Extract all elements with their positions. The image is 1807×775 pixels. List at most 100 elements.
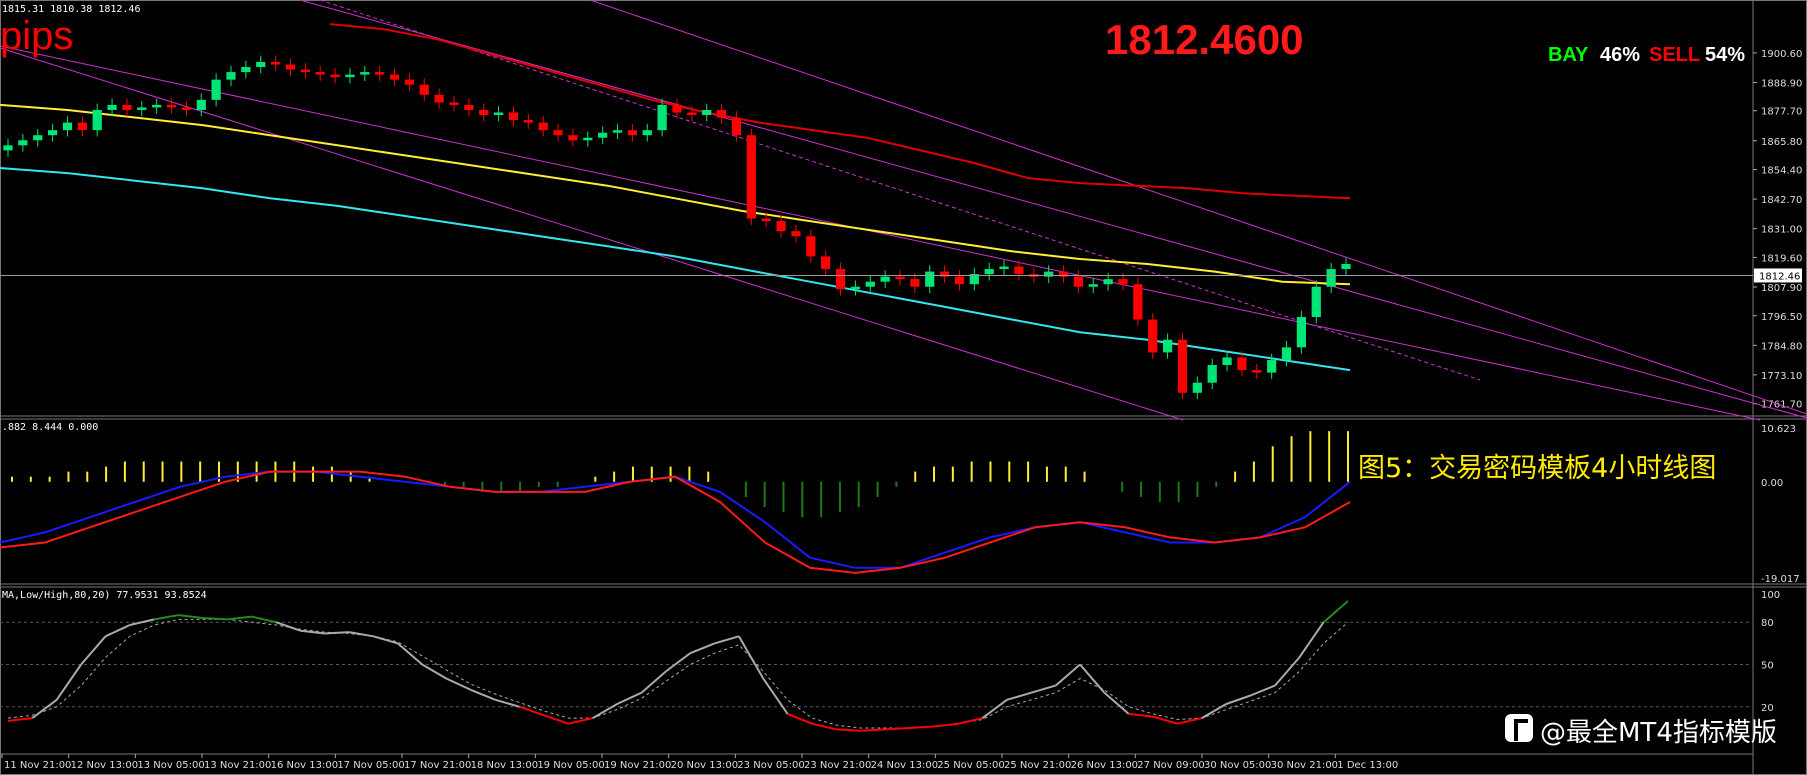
time-tick-label: 23 Nov 05:00	[737, 760, 804, 771]
stoch-main-segment	[1128, 712, 1154, 718]
candle-bear	[330, 74, 340, 78]
stoch-tick-label: 100	[1761, 590, 1780, 601]
stoch-main-segment	[1031, 684, 1056, 694]
candle-bear	[672, 104, 682, 113]
time-tick-label: 16 Nov 13:00	[271, 760, 338, 771]
candle-bear	[568, 135, 578, 141]
current-price-display: 1812.4600	[1105, 16, 1304, 63]
candle-bull	[345, 74, 355, 78]
time-tick-label: 27 Nov 09:00	[1137, 760, 1204, 771]
candle-bull	[1296, 317, 1307, 348]
stoch-main-segment	[738, 635, 765, 680]
time-tick-label: 17 Nov 05:00	[337, 760, 404, 771]
stoch-main-segment	[373, 635, 399, 645]
candle-bear	[538, 122, 548, 131]
candle-bull	[18, 140, 28, 146]
time-tick-label: 30 Nov 05:00	[1204, 760, 1271, 771]
candle-bull	[1267, 359, 1277, 373]
stoch-main-segment	[811, 722, 837, 731]
price-tick-label: 1773.10	[1761, 371, 1802, 382]
stoch-main-segment	[981, 698, 1008, 719]
candle-bear	[523, 120, 533, 123]
stoch-main-segment	[957, 717, 983, 725]
candle-bull	[642, 130, 652, 136]
candle-bear	[285, 64, 296, 70]
channel-line-dotted	[319, 0, 1481, 381]
current-price-label: 1812.46	[1759, 271, 1800, 282]
candle-bull	[925, 271, 935, 287]
stoch-main-segment	[105, 624, 131, 638]
candle-bear	[746, 135, 756, 219]
candle-bear	[791, 231, 801, 237]
time-tick-label: 12 Nov 13:00	[71, 760, 138, 771]
time-tick-label: 18 Nov 13:00	[471, 760, 538, 771]
time-tick-label: 26 Nov 13:00	[1071, 760, 1138, 771]
price-tick-label: 1819.60	[1761, 253, 1802, 264]
ohlc-header: 1815.31 1810.38 1812.46	[2, 4, 141, 15]
stoch-main-segment	[592, 703, 618, 719]
stoch-main-segment	[1177, 717, 1203, 725]
time-tick-label: 25 Nov 21:00	[1004, 760, 1071, 771]
candle-bull	[657, 104, 667, 131]
stoch-main-segment	[202, 617, 228, 621]
stoch-main-segment	[1006, 691, 1032, 701]
candle-bull	[1044, 271, 1054, 277]
macd-tick-label: 0.00	[1761, 478, 1783, 489]
candle-bull	[702, 109, 712, 116]
time-tick-label: 24 Nov 13:00	[871, 760, 938, 771]
stoch-main-segment	[1201, 703, 1227, 719]
candle-bull	[360, 72, 370, 75]
candle-bear	[375, 72, 385, 75]
stoch-main-segment	[1054, 663, 1081, 687]
candle-bear	[835, 269, 846, 290]
candle-bull	[984, 269, 994, 275]
stoch-main-segment	[1274, 656, 1301, 687]
stoch-signal-line	[7, 618, 1349, 729]
candle-bull	[33, 135, 43, 141]
time-tick-label: 13 Nov 21:00	[204, 760, 271, 771]
candle-bear	[1073, 276, 1084, 287]
time-tick-label: 17 Nov 21:00	[404, 760, 471, 771]
bay-percent: 46%	[1600, 44, 1641, 66]
candle-bull	[850, 286, 861, 290]
candle-bear	[627, 130, 638, 136]
chart-caption: 图5：交易密码模板4小时线图	[1358, 453, 1717, 484]
stoch-main-segment	[31, 699, 58, 719]
stoch-main-segment	[495, 698, 520, 708]
candle-bear	[181, 107, 192, 110]
stoch-main-segment	[470, 688, 496, 701]
sell-label: SELL	[1649, 44, 1701, 66]
ma-red-line	[329, 23, 1351, 200]
stoch-main-segment	[55, 663, 82, 701]
time-tick-label: 19 Nov 21:00	[604, 760, 671, 771]
candle-bear	[910, 279, 920, 287]
stoch-main-segment	[787, 712, 813, 725]
pips-label: pips	[0, 14, 74, 58]
candle-bull	[583, 137, 593, 141]
time-tick-label: 1 Dec 13:00	[1337, 760, 1398, 771]
candle-bear	[716, 109, 727, 118]
candle-bear	[270, 61, 281, 65]
candle-bear	[731, 117, 742, 136]
price-tick-label: 1842.70	[1761, 195, 1802, 206]
brand-logo-icon	[1505, 714, 1533, 742]
stoch-main-segment	[129, 618, 155, 626]
stoch-main-segment	[689, 642, 715, 655]
price-tick-label: 1796.50	[1761, 312, 1802, 323]
stoch-header: MA,Low/High,80,20) 77.9531 93.8524	[2, 590, 207, 601]
channel-line-lower	[299, 0, 1807, 419]
candle-bull	[598, 132, 608, 138]
time-tick-label: 11 Nov 21:00	[4, 760, 71, 771]
stoch-main-segment	[1152, 715, 1178, 725]
stoch-main-segment	[640, 670, 667, 694]
candle-bear	[300, 69, 310, 73]
candle-bear	[77, 122, 87, 131]
channel-line-inner	[0, 47, 1184, 421]
stoch-main-segment	[1079, 663, 1106, 694]
candle-bull	[612, 130, 623, 133]
stoch-main-segment	[909, 725, 934, 729]
candle-bear	[508, 112, 519, 121]
candle-bull	[152, 104, 162, 108]
